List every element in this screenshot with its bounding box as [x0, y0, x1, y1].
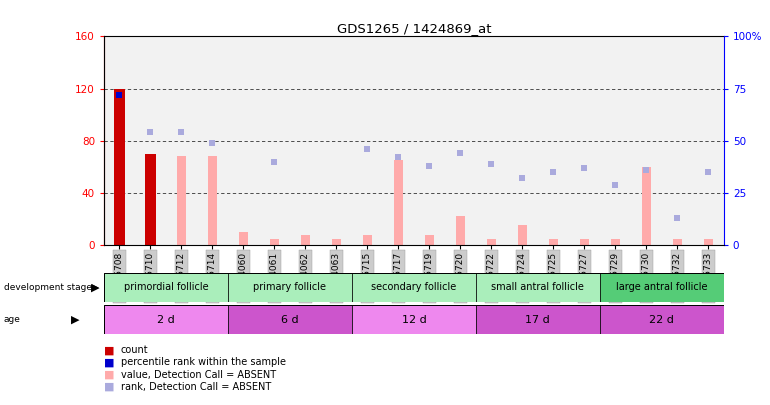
Bar — [476, 36, 507, 245]
Bar — [239, 232, 248, 245]
Point — [578, 164, 591, 171]
Text: 17 d: 17 d — [525, 315, 551, 324]
Bar — [673, 239, 681, 245]
Point — [609, 181, 621, 188]
Bar — [352, 36, 383, 245]
Point — [392, 154, 404, 161]
Point — [702, 169, 715, 175]
Text: primordial follicle: primordial follicle — [124, 282, 208, 292]
Bar — [425, 234, 434, 245]
Bar — [166, 36, 197, 245]
Text: secondary follicle: secondary follicle — [371, 282, 457, 292]
Text: 12 d: 12 d — [401, 315, 427, 324]
Text: ■: ■ — [104, 345, 115, 355]
Point — [176, 129, 188, 136]
Bar — [104, 305, 228, 334]
Bar — [228, 305, 352, 334]
Bar — [290, 36, 321, 245]
Bar — [259, 36, 290, 245]
Bar — [135, 36, 166, 245]
Bar — [642, 167, 651, 245]
Bar — [569, 36, 600, 245]
Bar — [332, 239, 340, 245]
Text: age: age — [4, 315, 21, 324]
Bar — [228, 273, 352, 302]
Bar — [414, 36, 445, 245]
Bar — [352, 305, 476, 334]
Text: count: count — [121, 345, 149, 355]
Bar — [301, 234, 310, 245]
Bar — [487, 239, 496, 245]
Bar — [363, 234, 372, 245]
Point — [640, 167, 652, 173]
Point — [144, 129, 156, 136]
Point — [671, 215, 684, 221]
Bar — [352, 273, 476, 302]
Bar — [476, 273, 600, 302]
Text: value, Detection Call = ABSENT: value, Detection Call = ABSENT — [121, 370, 276, 379]
Point — [424, 162, 436, 169]
Bar — [631, 36, 661, 245]
Bar — [228, 36, 259, 245]
Bar — [549, 239, 557, 245]
Text: rank, Detection Call = ABSENT: rank, Detection Call = ABSENT — [121, 382, 271, 392]
Point — [485, 160, 497, 167]
Bar — [104, 36, 135, 245]
Text: ■: ■ — [104, 358, 115, 367]
Bar — [507, 36, 537, 245]
Point — [113, 92, 126, 98]
Point — [268, 158, 280, 165]
Bar — [580, 239, 588, 245]
Bar — [146, 154, 156, 245]
Bar — [662, 36, 693, 245]
Bar — [704, 239, 712, 245]
Text: 6 d: 6 d — [281, 315, 299, 324]
Bar — [600, 305, 724, 334]
Text: ■: ■ — [104, 370, 115, 379]
Bar — [456, 216, 464, 245]
Text: ▶: ▶ — [91, 282, 99, 292]
Bar — [394, 160, 403, 245]
Title: GDS1265 / 1424869_at: GDS1265 / 1424869_at — [336, 22, 491, 35]
Point — [454, 150, 467, 156]
Text: development stage▶: development stage▶ — [4, 283, 99, 292]
Bar — [321, 36, 352, 245]
Text: large antral follicle: large antral follicle — [616, 282, 708, 292]
Text: primary follicle: primary follicle — [253, 282, 326, 292]
Point — [516, 175, 528, 181]
Bar — [114, 89, 125, 245]
Bar — [693, 36, 724, 245]
Point — [547, 169, 560, 175]
Bar — [600, 273, 724, 302]
Text: ▶: ▶ — [71, 315, 79, 324]
Text: ■: ■ — [104, 382, 115, 392]
Text: 22 d: 22 d — [649, 315, 675, 324]
Bar — [104, 273, 228, 302]
Bar — [518, 226, 527, 245]
Bar — [270, 239, 279, 245]
Bar — [197, 36, 228, 245]
Bar — [208, 156, 216, 245]
Text: percentile rank within the sample: percentile rank within the sample — [121, 358, 286, 367]
Bar — [476, 305, 600, 334]
Point — [206, 140, 219, 146]
Bar — [177, 156, 186, 245]
Bar — [383, 36, 414, 245]
Point — [361, 146, 373, 152]
Bar — [611, 239, 620, 245]
Bar — [537, 36, 569, 245]
Text: 2 d: 2 d — [157, 315, 175, 324]
Bar — [600, 36, 631, 245]
Bar — [445, 36, 476, 245]
Text: small antral follicle: small antral follicle — [491, 282, 584, 292]
